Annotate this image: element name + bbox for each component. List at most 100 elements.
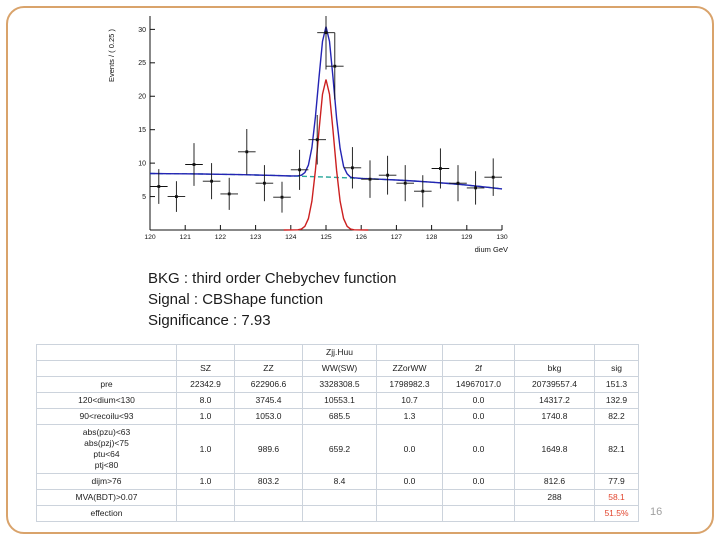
svg-text:15: 15 — [138, 127, 146, 134]
svg-text:129: 129 — [461, 234, 473, 241]
column-header: sig — [594, 360, 639, 377]
svg-text:Events / ( 0.25 ): Events / ( 0.25 ) — [107, 29, 116, 82]
cell: 1740.8 — [514, 408, 595, 425]
cell: 1.0 — [176, 408, 235, 425]
cell — [176, 489, 235, 506]
table-row: 90<recoilu<93 1.0 1053.0 685.5 1.3 0.0 1740.8 8… — [36, 408, 639, 425]
cell: 3328308.5 — [302, 376, 377, 393]
svg-text:126: 126 — [356, 234, 368, 241]
cell: 622906.6 — [234, 376, 303, 393]
column-header — [594, 344, 639, 361]
table-header-row: SZ ZZ WW(SW) ZZorWW 2f bkg sig — [36, 360, 639, 377]
svg-text:20: 20 — [138, 94, 146, 101]
row-label: 120<dium<130 — [36, 392, 177, 409]
cell: 685.5 — [302, 408, 377, 425]
cell — [234, 505, 303, 522]
cell — [234, 489, 303, 506]
cell: 8.0 — [176, 392, 235, 409]
row-label: effection — [36, 505, 177, 522]
svg-text:5: 5 — [142, 194, 146, 201]
cell: 0.0 — [442, 424, 515, 474]
column-header — [176, 344, 235, 361]
cell: 8.4 — [302, 473, 377, 490]
cell: 20739557.4 — [514, 376, 595, 393]
cell — [442, 505, 515, 522]
column-header — [36, 344, 177, 361]
cell: 132.9 — [594, 392, 639, 409]
svg-text:120: 120 — [144, 234, 156, 241]
table-row: pre 22342.9 622906.6 3328308.5 1798982.3 1496… — [36, 376, 639, 393]
svg-text:123: 123 — [250, 234, 262, 241]
cell: 1.0 — [176, 473, 235, 490]
table-row: MVA(BDT)>0.07 288 58.1 — [36, 489, 639, 506]
row-label: dijm>76 — [36, 473, 177, 490]
cell: 0.0 — [376, 424, 443, 474]
cell: 0.0 — [442, 473, 515, 490]
cell: 77.9 — [594, 473, 639, 490]
svg-text:dium GeV: dium GeV — [475, 245, 508, 254]
cell: 0.0 — [442, 392, 515, 409]
cell — [176, 505, 235, 522]
row-label: abs(pzu)<63 abs(pzj)<75 ptu<64 ptj<80 — [36, 424, 177, 474]
cell: 288 — [514, 489, 595, 506]
column-header — [36, 360, 177, 377]
significance-note: Significance : 7.93 — [148, 312, 271, 329]
cell — [514, 505, 595, 522]
notes-block: BKG : third order Chebychev function Sig… — [148, 268, 396, 331]
column-header — [514, 344, 595, 361]
svg-text:122: 122 — [215, 234, 227, 241]
cell — [442, 489, 515, 506]
column-header: Zjj.Huu — [302, 344, 377, 361]
table-row: effection 51.5% — [36, 505, 639, 522]
cell: 989.6 — [234, 424, 303, 474]
cell: 812.6 — [514, 473, 595, 490]
column-header — [442, 344, 515, 361]
table-row: abs(pzu)<63 abs(pzj)<75 ptu<64 ptj<80 1.0 989… — [36, 424, 639, 474]
cell — [302, 489, 377, 506]
svg-text:127: 127 — [391, 234, 403, 241]
svg-text:121: 121 — [180, 234, 192, 241]
cell — [376, 505, 443, 522]
cell: 82.2 — [594, 408, 639, 425]
cell: 58.1 — [594, 489, 639, 506]
row-label: pre — [36, 376, 177, 393]
svg-text:30: 30 — [138, 27, 146, 34]
signal-note: Signal : CBShape function — [148, 291, 324, 308]
cell: 151.3 — [594, 376, 639, 393]
cell: 10553.1 — [302, 392, 377, 409]
fit-plot: 5 10 15 20 25 30 120 121 122 123 124 125 126 127 128 12… — [107, 16, 508, 254]
cell: 803.2 — [234, 473, 303, 490]
column-header: bkg — [514, 360, 595, 377]
cell: 51.5% — [594, 505, 639, 522]
column-header: 2f — [442, 360, 515, 377]
cell: 10.7 — [376, 392, 443, 409]
cell: 659.2 — [302, 424, 377, 474]
svg-text:125: 125 — [320, 234, 332, 241]
cell: 14967017.0 — [442, 376, 515, 393]
cell: 1798982.3 — [376, 376, 443, 393]
cell: 1.3 — [376, 408, 443, 425]
cell: 0.0 — [442, 408, 515, 425]
cell: 1.0 — [176, 424, 235, 474]
table-row: 120<dium<130 8.0 3745.4 10553.1 10.7 0.0 14317… — [36, 392, 639, 409]
svg-text:130: 130 — [496, 234, 508, 241]
cell: 1649.8 — [514, 424, 595, 474]
cell: 82.1 — [594, 424, 639, 474]
cell: 14317.2 — [514, 392, 595, 409]
column-header — [376, 344, 443, 361]
cell — [376, 489, 443, 506]
column-header: ZZ — [234, 360, 303, 377]
cell: 3745.4 — [234, 392, 303, 409]
cutflow-table: Zjj.Huu SZ ZZ WW(SW) ZZorWW 2f bkg sig pre 22342.… — [36, 344, 639, 522]
column-header: ZZorWW — [376, 360, 443, 377]
column-header — [234, 344, 303, 361]
row-label: MVA(BDT)>0.07 — [36, 489, 177, 506]
svg-text:10: 10 — [138, 161, 146, 168]
column-header: SZ — [176, 360, 235, 377]
column-header: WW(SW) — [302, 360, 377, 377]
svg-text:124: 124 — [285, 234, 297, 241]
cell: 0.0 — [376, 473, 443, 490]
svg-text:128: 128 — [426, 234, 438, 241]
cell — [302, 505, 377, 522]
